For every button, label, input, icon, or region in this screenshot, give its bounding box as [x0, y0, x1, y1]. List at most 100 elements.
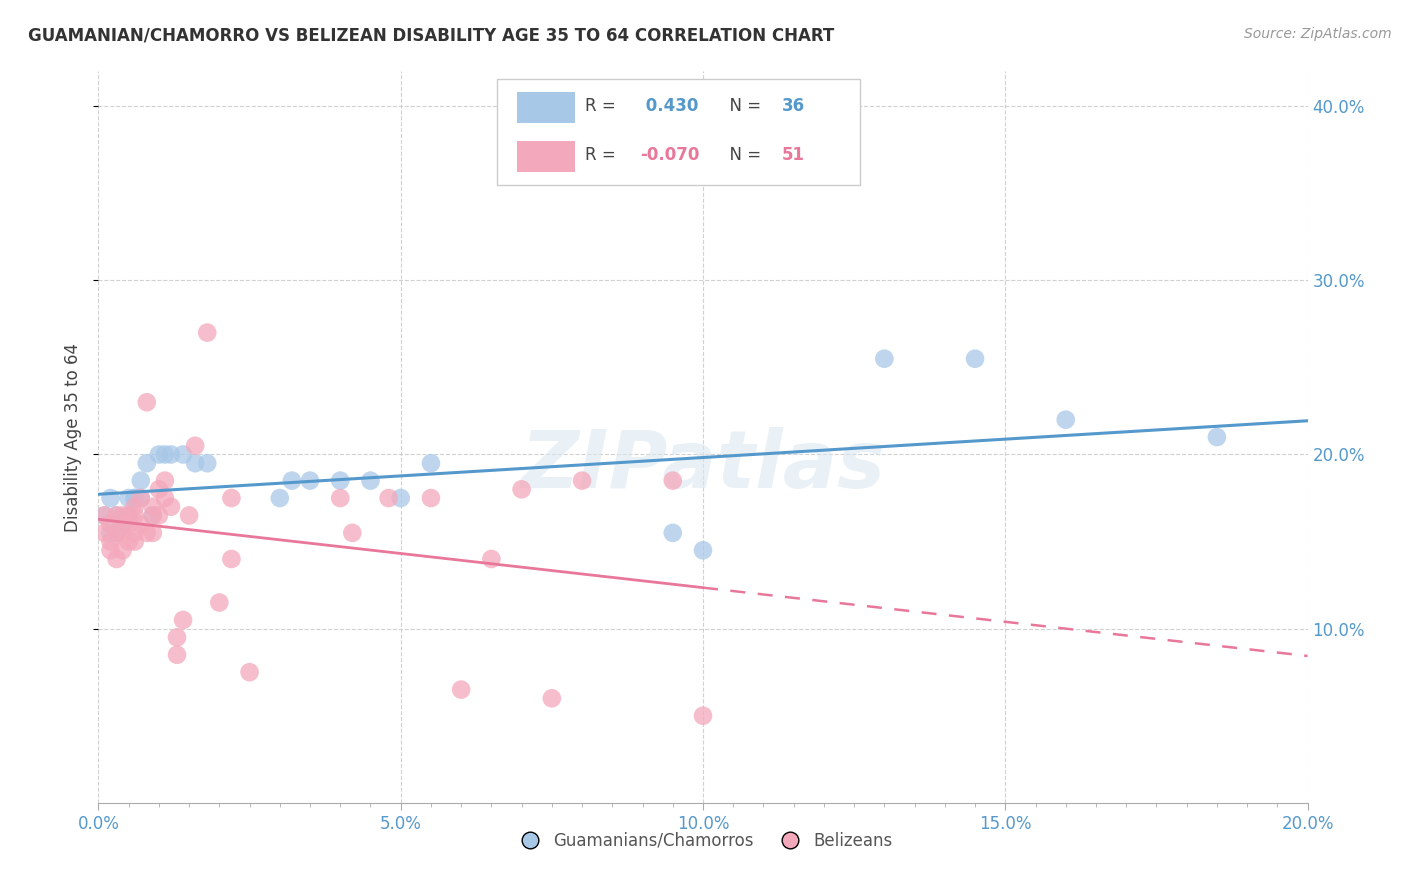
Point [135, 525, 157, 540]
Point [195, 456, 218, 470]
FancyBboxPatch shape [498, 78, 860, 185]
Point [1206, 430, 1229, 444]
Point [148, 508, 170, 523]
Point [142, 508, 165, 523]
Point [124, 525, 146, 540]
Point [142, 500, 165, 514]
Point [329, 491, 352, 505]
Point [105, 508, 128, 523]
Point [329, 474, 352, 488]
Point [100, 525, 122, 540]
Point [692, 708, 714, 723]
Text: ZIPatlas: ZIPatlas [520, 427, 886, 506]
Point [389, 491, 412, 505]
Point [172, 613, 194, 627]
Point [100, 517, 122, 532]
Text: R =: R = [585, 146, 620, 164]
Point [100, 543, 122, 558]
Text: R =: R = [585, 97, 620, 115]
Point [184, 456, 207, 470]
Point [160, 500, 183, 514]
Point [166, 648, 188, 662]
Point [221, 552, 243, 566]
Point [172, 448, 194, 462]
Point [118, 517, 141, 532]
Point [195, 326, 218, 340]
Point [153, 474, 176, 488]
Point [299, 474, 322, 488]
Text: 51: 51 [782, 146, 804, 164]
Text: 36: 36 [782, 97, 804, 115]
FancyBboxPatch shape [517, 92, 575, 122]
Point [661, 474, 683, 488]
Point [124, 508, 146, 523]
Point [148, 448, 170, 462]
Text: 0.430: 0.430 [640, 97, 699, 115]
Point [281, 474, 304, 488]
Point [118, 508, 141, 523]
Point [111, 543, 134, 558]
FancyBboxPatch shape [517, 141, 575, 171]
Point [510, 483, 533, 497]
Point [129, 517, 152, 532]
Point [540, 691, 562, 706]
Point [124, 491, 146, 505]
Point [873, 351, 896, 366]
Point [118, 491, 141, 505]
Point [1054, 412, 1077, 426]
Point [105, 552, 128, 566]
Point [118, 508, 141, 523]
Point [142, 525, 165, 540]
Point [692, 543, 714, 558]
Y-axis label: Disability Age 35 to 64: Disability Age 35 to 64 [65, 343, 83, 532]
Text: -0.070: -0.070 [640, 146, 700, 164]
Point [420, 456, 443, 470]
Point [111, 525, 134, 540]
Point [100, 491, 122, 505]
Point [93, 508, 115, 523]
Point [269, 491, 291, 505]
Legend: Guamanians/Chamorros, Belizeans: Guamanians/Chamorros, Belizeans [506, 825, 900, 856]
Point [166, 631, 188, 645]
Point [135, 395, 157, 409]
Text: N =: N = [718, 97, 766, 115]
Point [93, 525, 115, 540]
Point [124, 534, 146, 549]
Point [111, 517, 134, 532]
Point [142, 508, 165, 523]
Point [239, 665, 262, 680]
Point [105, 525, 128, 540]
Point [129, 491, 152, 505]
Point [129, 491, 152, 505]
Point [135, 456, 157, 470]
Point [124, 500, 146, 514]
Point [105, 508, 128, 523]
Text: GUAMANIAN/CHAMORRO VS BELIZEAN DISABILITY AGE 35 TO 64 CORRELATION CHART: GUAMANIAN/CHAMORRO VS BELIZEAN DISABILIT… [28, 27, 834, 45]
Point [148, 483, 170, 497]
Point [100, 534, 122, 549]
Point [571, 474, 593, 488]
Point [221, 491, 243, 505]
Point [118, 534, 141, 549]
Point [420, 491, 443, 505]
Point [105, 525, 128, 540]
Point [111, 508, 134, 523]
Text: N =: N = [718, 146, 766, 164]
Point [377, 491, 399, 505]
Point [965, 351, 987, 366]
Point [129, 474, 152, 488]
Point [342, 525, 364, 540]
Point [661, 525, 683, 540]
Point [450, 682, 472, 697]
Text: Source: ZipAtlas.com: Source: ZipAtlas.com [1244, 27, 1392, 41]
Point [93, 508, 115, 523]
Point [481, 552, 503, 566]
Point [360, 474, 382, 488]
Point [184, 439, 207, 453]
Point [153, 491, 176, 505]
Point [124, 491, 146, 505]
Point [160, 448, 183, 462]
Point [208, 595, 231, 609]
Point [179, 508, 201, 523]
Point [153, 448, 176, 462]
